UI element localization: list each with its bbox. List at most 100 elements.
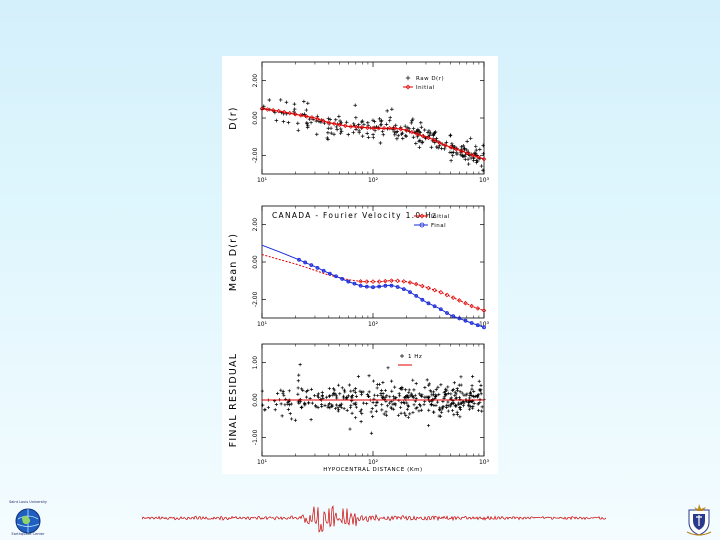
raw-point (366, 135, 371, 140)
legend-final-marker (419, 222, 425, 228)
raw-point (466, 162, 471, 166)
residual-point (429, 403, 434, 407)
residual-point (438, 414, 443, 418)
raw-point (384, 122, 389, 127)
raw-point (392, 130, 396, 134)
residual-point (356, 374, 361, 379)
initial-marker (376, 125, 381, 131)
residual-point (470, 384, 474, 388)
final-marker (358, 283, 363, 288)
final-marker (482, 325, 486, 330)
raw-point (479, 164, 484, 168)
raw-point (390, 107, 394, 112)
residual-point (346, 394, 350, 398)
residual-point (306, 401, 311, 405)
raw-point (429, 145, 434, 150)
residual-point (336, 383, 341, 387)
raw-point (459, 145, 464, 149)
raw-point (274, 118, 279, 123)
residual-point (438, 406, 442, 410)
raw-point (473, 144, 478, 149)
raw-point (388, 115, 393, 120)
initial-marker (309, 115, 315, 120)
raw-point (481, 168, 485, 173)
initial-marker (392, 125, 398, 131)
raw-point (417, 130, 422, 134)
residual-point (405, 393, 409, 398)
raw-point (442, 147, 447, 151)
residual-point (477, 408, 481, 413)
residual-point (312, 393, 317, 398)
final-marker (309, 263, 314, 268)
residual-point (273, 408, 277, 412)
legend-initial-label: Initial (431, 214, 450, 220)
final-marker (438, 307, 443, 312)
residual-point (385, 394, 389, 398)
legend-final-label: Final (431, 223, 446, 229)
raw-point (326, 116, 331, 121)
raw-point (365, 120, 370, 125)
residual-point (471, 404, 475, 409)
top-axes: 2.00 0.00 -2.00 10¹ 10² 10³ D(r) (228, 61, 490, 184)
residual-point (437, 392, 441, 397)
residual-point (260, 389, 264, 393)
top-scatter (259, 98, 487, 173)
residual-point (476, 395, 480, 399)
raw-point (415, 129, 419, 133)
legend-residual-label: 1 Hz (408, 354, 422, 360)
top-xtick-label: 10¹ (257, 177, 268, 184)
residual-point (300, 405, 304, 409)
final-marker (475, 323, 480, 328)
raw-point (286, 120, 291, 125)
legend-initial-marker (419, 213, 425, 219)
residual-point (367, 390, 371, 394)
raw-point (307, 117, 312, 121)
residual-point (261, 403, 265, 407)
raw-point (344, 120, 349, 125)
residual-point (296, 392, 300, 396)
raw-point (339, 129, 344, 134)
initial-marker (337, 122, 342, 128)
raw-point (403, 124, 408, 128)
initial-marker (265, 107, 270, 112)
raw-point (478, 147, 482, 152)
final-marker (451, 314, 456, 319)
figure-panel: 2.00 0.00 -2.00 10¹ 10² 10³ D(r) Raw D(r) Initia… (222, 56, 498, 474)
raw-point (334, 125, 339, 129)
final-marker (389, 283, 394, 288)
residual-point (472, 389, 476, 394)
raw-point (314, 132, 319, 137)
residual-point (354, 416, 358, 420)
residual-point (454, 396, 458, 400)
raw-point (381, 132, 386, 137)
raw-point (292, 102, 297, 106)
residual-point (436, 385, 440, 389)
residual-point (370, 406, 374, 411)
raw-point (360, 119, 365, 123)
residual-point (374, 403, 378, 407)
raw-point (450, 142, 454, 146)
residual-point (279, 402, 283, 406)
legend-raw-swatch (405, 75, 411, 81)
residual-point (429, 390, 433, 394)
raw-point (362, 122, 366, 127)
raw-point (414, 141, 418, 146)
residual-point (317, 395, 321, 399)
final-marker (420, 297, 425, 302)
residual-point (432, 403, 436, 407)
raw-point (433, 130, 438, 134)
initial-marker (420, 133, 426, 139)
residual-point (442, 395, 446, 399)
raw-point (356, 122, 361, 127)
initial-marker (331, 121, 337, 126)
residual-point (303, 403, 307, 407)
raw-point (296, 121, 300, 126)
right-logo (685, 502, 713, 536)
residual-point (478, 397, 482, 402)
raw-point (400, 131, 404, 135)
residual-point (327, 401, 331, 406)
residual-point (398, 394, 402, 398)
residual-point (297, 373, 301, 377)
residual-point (296, 379, 300, 383)
residual-point (417, 402, 422, 407)
